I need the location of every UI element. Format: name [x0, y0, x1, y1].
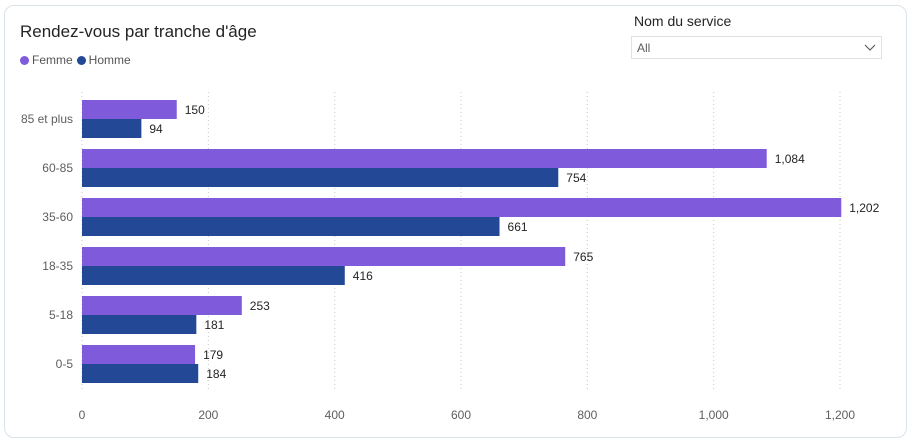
- y-category-label: 0-5: [56, 357, 74, 371]
- x-tick-label: 1,000: [699, 408, 729, 422]
- data-label: 179: [203, 348, 223, 362]
- x-tick-label: 400: [325, 408, 345, 422]
- bar-homme: [82, 315, 197, 334]
- legend-swatch-femme: [20, 55, 29, 65]
- data-label: 150: [185, 103, 205, 117]
- y-category-label: 5-18: [49, 308, 73, 322]
- y-category-label: 85 et plus: [21, 112, 73, 126]
- service-dropdown[interactable]: All: [631, 36, 882, 59]
- x-tick-label: 0: [79, 408, 86, 422]
- x-tick-label: 200: [198, 408, 218, 422]
- bar-femme: [82, 198, 842, 217]
- data-label: 184: [206, 367, 226, 381]
- legend-item-homme[interactable]: Homme: [76, 53, 131, 67]
- bar-femme: [82, 247, 566, 266]
- x-tick-label: 600: [451, 408, 471, 422]
- bar-homme: [82, 119, 142, 138]
- y-category-label: 60-85: [42, 161, 73, 175]
- bar-femme: [82, 296, 242, 315]
- data-label: 1,202: [849, 201, 879, 215]
- data-label: 416: [353, 269, 373, 283]
- legend-swatch-homme: [76, 55, 86, 65]
- bar-homme: [82, 364, 199, 383]
- y-category-label: 35-60: [42, 210, 73, 224]
- legend-label-femme: Femme: [32, 53, 73, 67]
- data-label: 94: [149, 122, 163, 136]
- service-dropdown-value: All: [637, 41, 651, 55]
- bar-femme: [82, 149, 767, 168]
- y-category-label: 18-35: [42, 259, 73, 273]
- x-tick-label: 1,200: [825, 408, 855, 422]
- legend-label-homme: Homme: [88, 53, 131, 67]
- data-label: 181: [204, 318, 224, 332]
- data-label: 661: [508, 220, 528, 234]
- bar-femme: [82, 345, 196, 364]
- data-label: 1,084: [775, 152, 805, 166]
- bar-homme: [82, 266, 345, 285]
- bar-homme: [82, 217, 500, 236]
- chevron-down-icon: [863, 40, 877, 57]
- bar-femme: [82, 100, 177, 119]
- x-tick-label: 800: [577, 408, 597, 422]
- slicer-label: Nom du service: [634, 13, 732, 29]
- data-label: 765: [573, 250, 593, 264]
- data-label: 253: [250, 299, 270, 313]
- legend-item-femme[interactable]: Femme: [20, 53, 73, 67]
- data-label: 754: [566, 171, 586, 185]
- bar-homme: [82, 168, 559, 187]
- legend: Femme Homme: [20, 53, 135, 67]
- chart-title: Rendez-vous par tranche d'âge: [20, 22, 257, 41]
